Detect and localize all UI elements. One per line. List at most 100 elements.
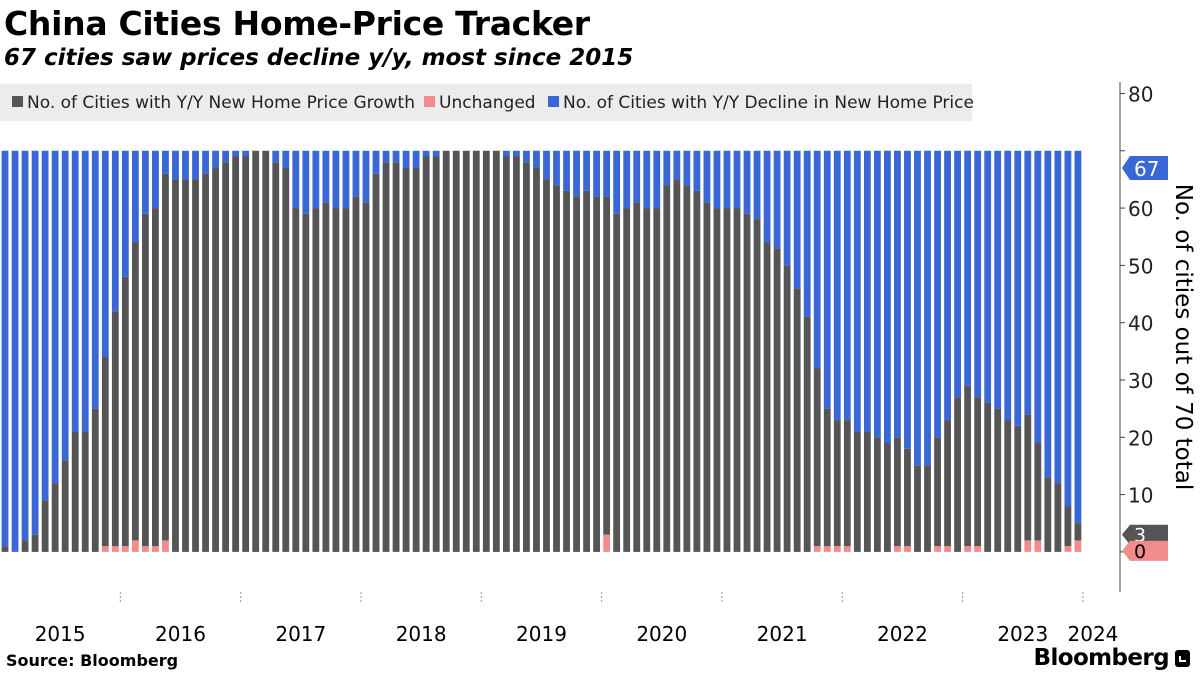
bar-decline <box>853 150 861 432</box>
bar-decline <box>643 150 651 209</box>
bar-decline <box>1064 150 1072 507</box>
bar-growth <box>853 431 861 552</box>
y-tick-label: 60 <box>1128 197 1153 221</box>
bar-unchanged <box>944 546 951 552</box>
bar-growth <box>773 248 781 552</box>
x-year-label: 2019 <box>516 622 567 646</box>
bar-growth <box>613 213 621 552</box>
bar-decline <box>81 150 89 432</box>
bar-growth <box>302 213 310 552</box>
bar-growth <box>31 534 39 552</box>
bar-growth <box>723 208 731 552</box>
bar-unchanged <box>813 546 821 552</box>
bar-growth <box>573 196 580 552</box>
bar-growth <box>673 179 681 552</box>
bar-growth <box>502 156 510 552</box>
bar-decline <box>964 150 972 386</box>
chart-title: China Cities Home-Price Tracker <box>4 4 590 43</box>
bar-growth <box>192 179 199 552</box>
bar-unchanged <box>964 546 972 552</box>
bar-decline <box>553 150 560 186</box>
bar-unchanged <box>121 546 129 552</box>
y-tick-label: 10 <box>1128 484 1153 508</box>
bar-decline <box>1014 150 1022 426</box>
bar-growth <box>462 150 470 552</box>
bar-unchanged <box>833 546 841 552</box>
bar-decline <box>924 150 931 466</box>
bar-growth <box>603 196 611 535</box>
bar-growth <box>312 208 320 552</box>
chart-subtitle: 67 cities saw prices decline y/y, most s… <box>4 45 634 71</box>
bar-growth <box>833 420 841 547</box>
bar-growth <box>222 162 230 552</box>
bar-growth <box>182 179 189 552</box>
bar-growth <box>131 242 139 541</box>
bar-decline <box>543 150 550 180</box>
bar-growth <box>1064 506 1072 547</box>
bar-growth <box>693 190 701 552</box>
bar-decline <box>422 150 430 157</box>
bar-decline <box>773 150 781 249</box>
bar-growth <box>482 150 490 552</box>
bar-decline <box>222 150 230 163</box>
bar-decline <box>1034 150 1042 444</box>
bar-growth <box>863 431 871 552</box>
bar-decline <box>914 150 921 466</box>
bar-decline <box>793 150 801 289</box>
end-value-label: 67 <box>1134 157 1159 181</box>
bar-decline <box>523 150 530 163</box>
bar-growth <box>272 162 280 552</box>
bar-growth <box>843 420 851 547</box>
bar-growth <box>242 156 250 552</box>
bar-growth <box>232 156 240 552</box>
bar-growth <box>492 150 500 552</box>
bar-growth <box>202 173 209 552</box>
bar-growth <box>533 167 540 552</box>
bar-decline <box>71 150 79 432</box>
bar-decline <box>322 150 330 203</box>
bar-decline <box>121 150 129 277</box>
bar-decline <box>984 150 992 403</box>
bar-growth <box>1054 483 1062 552</box>
bar-unchanged <box>603 534 611 552</box>
bar-unchanged <box>162 540 169 552</box>
bar-unchanged <box>1034 540 1042 552</box>
bar-decline <box>292 150 300 209</box>
bar-decline <box>633 150 641 203</box>
bar-decline <box>653 150 661 209</box>
bar-decline <box>101 150 109 358</box>
y-tick-label: 20 <box>1128 426 1153 450</box>
bar-decline <box>873 150 881 438</box>
bar-unchanged <box>904 546 911 552</box>
end-value-tag <box>1122 155 1168 180</box>
bar-decline <box>11 150 19 552</box>
bar-decline <box>282 150 290 168</box>
bar-decline <box>623 150 631 209</box>
bar-decline <box>1044 150 1052 478</box>
bar-growth <box>402 167 410 552</box>
bar-growth <box>894 437 901 547</box>
bar-decline <box>593 150 601 197</box>
bar-growth <box>1004 420 1012 552</box>
bar-decline <box>613 150 621 214</box>
bar-growth <box>21 540 29 552</box>
bar-unchanged <box>101 546 109 552</box>
bar-growth <box>583 190 591 552</box>
bar-decline <box>342 150 350 209</box>
bar-decline <box>302 150 310 214</box>
bar-decline <box>1074 150 1082 524</box>
bar-decline <box>31 150 39 535</box>
bar-growth <box>1034 443 1042 541</box>
x-year-label: 2020 <box>636 622 687 646</box>
bar-growth <box>342 208 350 552</box>
bar-growth <box>944 420 951 547</box>
bar-decline <box>212 150 219 168</box>
bar-decline <box>843 150 851 421</box>
bar-decline <box>904 150 911 449</box>
x-year-label: 2023 <box>997 622 1048 646</box>
bar-growth <box>352 196 360 552</box>
bar-decline <box>703 150 711 203</box>
bar-decline <box>693 150 701 191</box>
bar-growth <box>883 443 891 552</box>
bar-decline <box>61 150 69 461</box>
